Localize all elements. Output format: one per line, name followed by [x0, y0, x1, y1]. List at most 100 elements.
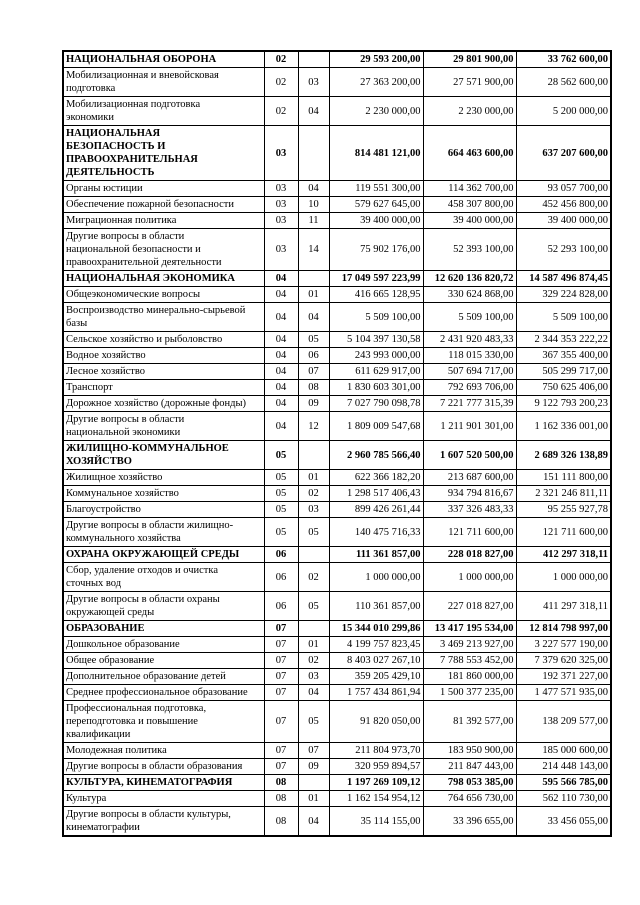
amount-cell-3: 28 562 600,00 — [515, 67, 612, 97]
row-name-cell: Коммунальное хозяйство — [62, 485, 265, 502]
section-code-cell: 07 — [263, 758, 299, 775]
subsection-code-cell — [297, 50, 330, 68]
table-row: Другие вопросы в области национальной бе… — [62, 228, 612, 271]
amount-cell-1: 39 400 000,00 — [328, 212, 424, 229]
table-row: Дошкольное образование 07 01 4 199 757 823,… — [62, 636, 612, 653]
section-code-cell: 04 — [263, 395, 299, 412]
amount-cell-1: 8 403 027 267,10 — [328, 652, 424, 669]
amount-cell-2: 81 392 577,00 — [422, 700, 517, 743]
section-code-cell: 07 — [263, 742, 299, 759]
subsection-code-cell: 02 — [297, 485, 330, 502]
table-row: Мобилизационная и вневойсковая подготовк… — [62, 67, 612, 97]
table-row: Профессиональная подготовка, переподгото… — [62, 700, 612, 743]
subsection-code-cell: 09 — [297, 758, 330, 775]
section-row: КУЛЬТУРА, КИНЕМАТОГРАФИЯ 08 1 197 269 109,… — [62, 774, 612, 791]
table-row: Общеэкономические вопросы 04 01 416 665 128… — [62, 286, 612, 303]
row-name-cell: Сбор, удаление отходов и очистка сточных… — [62, 562, 265, 592]
amount-cell-1: 611 629 917,00 — [328, 363, 424, 380]
row-name-cell: Профессиональная подготовка, переподгото… — [62, 700, 265, 743]
amount-cell-2: 2 230 000,00 — [422, 96, 517, 126]
amount-cell-2: 7 788 553 452,00 — [422, 652, 517, 669]
section-code-cell: 07 — [263, 636, 299, 653]
amount-cell-1: 35 114 155,00 — [328, 806, 424, 837]
amount-cell-3: 214 448 143,00 — [515, 758, 612, 775]
amount-cell-2: 764 656 730,00 — [422, 790, 517, 807]
section-code-cell: 02 — [263, 96, 299, 126]
section-code-cell: 02 — [263, 67, 299, 97]
amount-cell-2: 507 694 717,00 — [422, 363, 517, 380]
amount-cell-2: 118 015 330,00 — [422, 347, 517, 364]
table-row: Другие вопросы в области жилищно- коммун… — [62, 517, 612, 547]
amount-cell-3: 411 297 318,11 — [515, 591, 612, 621]
amount-cell-2: 2 431 920 483,33 — [422, 331, 517, 348]
row-name-cell: Дошкольное образование — [62, 636, 265, 653]
table-row: Мобилизационная подготовка экономики 02 04… — [62, 96, 612, 126]
amount-cell-2: 1 211 901 301,00 — [422, 411, 517, 441]
section-code-cell: 04 — [263, 270, 299, 287]
section-code-cell: 05 — [263, 440, 299, 470]
table-row: Другие вопросы в области национальной эк… — [62, 411, 612, 441]
amount-cell-3: 93 057 700,00 — [515, 180, 612, 197]
section-code-cell: 07 — [263, 668, 299, 685]
amount-cell-3: 33 456 055,00 — [515, 806, 612, 837]
amount-cell-3: 151 111 800,00 — [515, 469, 612, 486]
amount-cell-1: 17 049 597 223,99 — [328, 270, 424, 287]
section-code-cell: 04 — [263, 302, 299, 332]
section-code-cell: 07 — [263, 652, 299, 669]
section-code-cell: 03 — [263, 180, 299, 197]
section-code-cell: 04 — [263, 411, 299, 441]
amount-cell-1: 1 809 009 547,68 — [328, 411, 424, 441]
table-row: Сбор, удаление отходов и очистка сточных… — [62, 562, 612, 592]
row-name-cell: Общеэкономические вопросы — [62, 286, 265, 303]
row-name-cell: Другие вопросы в области образования — [62, 758, 265, 775]
section-code-cell: 06 — [263, 591, 299, 621]
table-row: Лесное хозяйство 04 07 611 629 917,00 507 69… — [62, 363, 612, 380]
section-code-cell: 04 — [263, 363, 299, 380]
row-name-cell: НАЦИОНАЛЬНАЯ ЭКОНОМИКА — [62, 270, 265, 287]
amount-cell-1: 5 509 100,00 — [328, 302, 424, 332]
row-name-cell: Другие вопросы в области национальной эк… — [62, 411, 265, 441]
table-row: Коммунальное хозяйство 05 02 1 298 517 406,… — [62, 485, 612, 502]
subsection-code-cell: 03 — [297, 501, 330, 518]
table-row: Миграционная политика 03 11 39 400 000,00 39… — [62, 212, 612, 229]
amount-cell-2: 213 687 600,00 — [422, 469, 517, 486]
amount-cell-1: 1 162 154 954,12 — [328, 790, 424, 807]
table-row: Воспроизводство минерально-сырьевой базы… — [62, 302, 612, 332]
section-code-cell: 04 — [263, 286, 299, 303]
amount-cell-1: 1 000 000,00 — [328, 562, 424, 592]
amount-cell-1: 579 627 645,00 — [328, 196, 424, 213]
table-row: Культура 08 01 1 162 154 954,12 764 656 730,… — [62, 790, 612, 807]
row-name-cell: Воспроизводство минерально-сырьевой базы — [62, 302, 265, 332]
amount-cell-2: 227 018 827,00 — [422, 591, 517, 621]
amount-cell-2: 52 393 100,00 — [422, 228, 517, 271]
section-code-cell: 05 — [263, 501, 299, 518]
table-row: Водное хозяйство 04 06 243 993 000,00 118 01… — [62, 347, 612, 364]
amount-cell-3: 452 456 800,00 — [515, 196, 612, 213]
row-name-cell: Другие вопросы в области жилищно- коммун… — [62, 517, 265, 547]
row-name-cell: Другие вопросы в области охраны окружающ… — [62, 591, 265, 621]
amount-cell-3: 52 293 100,00 — [515, 228, 612, 271]
subsection-code-cell — [297, 620, 330, 637]
amount-cell-3: 14 587 496 874,45 — [515, 270, 612, 287]
amount-cell-1: 2 230 000,00 — [328, 96, 424, 126]
subsection-code-cell — [297, 270, 330, 287]
row-name-cell: ОБРАЗОВАНИЕ — [62, 620, 265, 637]
row-name-cell: Молодежная политика — [62, 742, 265, 759]
amount-cell-2: 330 624 868,00 — [422, 286, 517, 303]
amount-cell-2: 121 711 600,00 — [422, 517, 517, 547]
row-name-cell: КУЛЬТУРА, КИНЕМАТОГРАФИЯ — [62, 774, 265, 791]
row-name-cell: Другие вопросы в области культуры, кинем… — [62, 806, 265, 837]
subsection-code-cell: 05 — [297, 591, 330, 621]
section-code-cell: 08 — [263, 774, 299, 791]
amount-cell-3: 5 200 000,00 — [515, 96, 612, 126]
section-code-cell: 04 — [263, 379, 299, 396]
amount-cell-1: 899 426 261,44 — [328, 501, 424, 518]
subsection-code-cell: 10 — [297, 196, 330, 213]
section-code-cell: 03 — [263, 212, 299, 229]
table-row: Другие вопросы в области культуры, кинем… — [62, 806, 612, 837]
amount-cell-2: 1 607 520 500,00 — [422, 440, 517, 470]
table-row: Обеспечение пожарной безопасности 03 10 579… — [62, 196, 612, 213]
table-row: Общее образование 07 02 8 403 027 267,10 7 7… — [62, 652, 612, 669]
section-code-cell: 05 — [263, 485, 299, 502]
subsection-code-cell: 01 — [297, 790, 330, 807]
